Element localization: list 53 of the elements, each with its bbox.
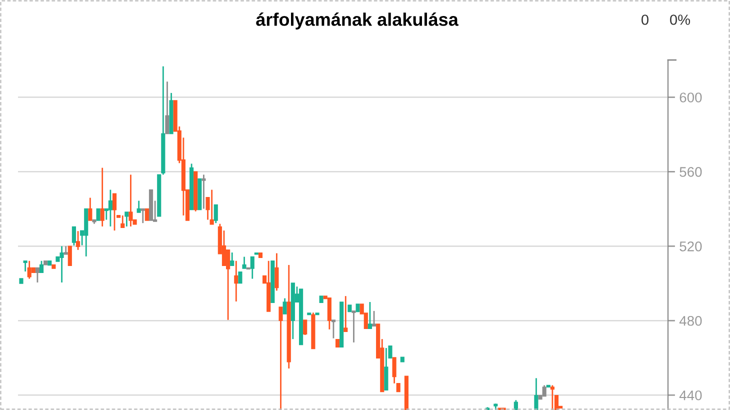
- candlestick: [303, 319, 308, 336]
- candlestick: [39, 260, 44, 274]
- chart-title: árfolyamának alakulása: [256, 12, 458, 30]
- candlestick: [542, 384, 546, 397]
- candlestick: [344, 295, 348, 332]
- candlestick: [88, 197, 92, 222]
- candlestick: [35, 267, 40, 284]
- y-tick-label: 600: [680, 92, 702, 102]
- candlestick: [214, 204, 218, 224]
- candlestick: [331, 319, 336, 340]
- candlestick: [226, 249, 230, 321]
- y-tick-label: 480: [679, 316, 702, 326]
- candlestick: [124, 211, 129, 228]
- y-tick-label: 520: [680, 242, 702, 252]
- candlestick: [136, 200, 141, 214]
- candlestick: [120, 214, 125, 228]
- candlestick: [327, 297, 332, 330]
- candlestick: [372, 310, 376, 327]
- candlestick: [550, 384, 554, 410]
- candlestick: [384, 347, 388, 391]
- candlestick: [112, 192, 117, 232]
- candlestick: [60, 245, 64, 284]
- candlestick: [234, 260, 238, 302]
- candlestick: [128, 174, 133, 228]
- y-tick-label: 560: [680, 167, 702, 177]
- candlestick: [368, 301, 372, 330]
- candlestick: [278, 306, 283, 410]
- candlestick: [72, 226, 76, 246]
- candlestick: [202, 174, 206, 210]
- candlestick: [250, 256, 254, 280]
- candlestick: [27, 260, 32, 280]
- candlestick: [76, 230, 80, 251]
- candlestick: [100, 167, 104, 228]
- candlestick: [165, 80, 170, 134]
- text: 0: [642, 14, 648, 25]
- candlestick: [534, 377, 538, 410]
- candlestick: [274, 252, 279, 292]
- candlestick: [23, 260, 28, 272]
- candlestick: [282, 298, 287, 315]
- candlestick: [238, 271, 242, 284]
- candlestick: [514, 399, 518, 410]
- text: 0%: [670, 14, 690, 25]
- candlestick: [140, 208, 145, 224]
- candlestick: [108, 189, 112, 228]
- y-tick-label: 440: [679, 390, 702, 400]
- candlestick: [68, 246, 72, 266]
- candlestick: [210, 189, 214, 226]
- candlestick: [230, 252, 234, 266]
- candlestick: [222, 230, 226, 266]
- candlestick: [96, 208, 100, 221]
- candlestick: [352, 310, 356, 344]
- candlestick: [144, 208, 149, 221]
- candlestick: [242, 256, 246, 270]
